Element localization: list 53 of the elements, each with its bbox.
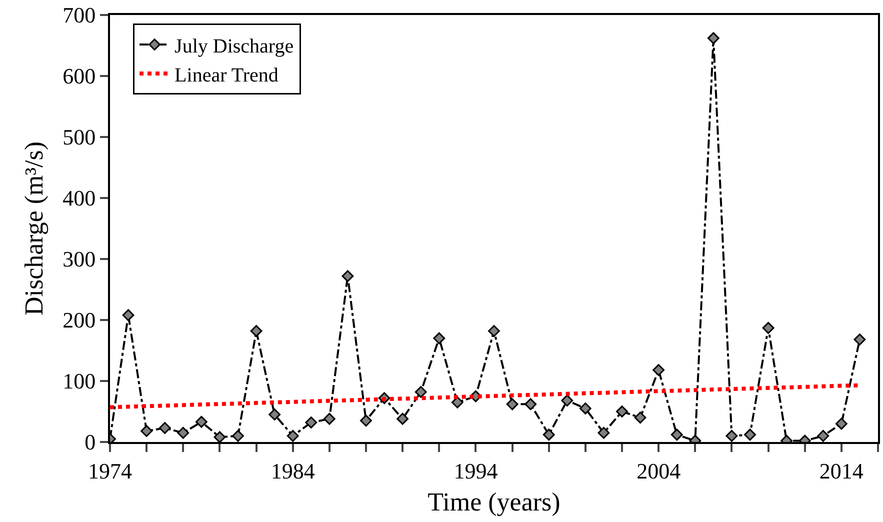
point — [195, 416, 208, 428]
point — [451, 396, 464, 408]
point — [396, 412, 409, 425]
point — [414, 386, 427, 398]
point — [158, 422, 171, 434]
y-tick-label: 600 — [62, 64, 96, 89]
point — [122, 309, 134, 322]
point — [817, 430, 830, 442]
point — [744, 428, 756, 441]
point — [598, 426, 610, 439]
point — [561, 394, 574, 406]
x-tick-label: 1994 — [454, 458, 498, 484]
y-tick-label: 700 — [62, 2, 96, 28]
x-axis-title: Time (years) — [428, 488, 560, 517]
y-tick-label: 100 — [62, 368, 96, 394]
y-tick-label: 500 — [62, 124, 96, 150]
x-tick-label: 1984 — [270, 458, 315, 484]
point — [140, 425, 153, 437]
point — [177, 426, 190, 439]
y-tick-label: 400 — [62, 186, 96, 211]
point — [342, 270, 354, 282]
x-tick-label: 2004 — [636, 458, 681, 484]
point — [214, 431, 226, 442]
point — [634, 412, 646, 424]
point — [652, 364, 665, 376]
point — [250, 325, 262, 337]
point — [854, 334, 866, 346]
point — [360, 414, 372, 427]
point — [305, 416, 318, 428]
point — [286, 430, 299, 442]
point — [670, 428, 683, 441]
point — [323, 412, 336, 425]
point — [707, 32, 720, 44]
point — [268, 408, 281, 420]
point — [762, 322, 774, 334]
point — [232, 430, 244, 442]
x-tick-label: 2014 — [819, 458, 864, 484]
point — [616, 406, 628, 418]
y-tick-label: 200 — [62, 308, 96, 333]
point — [579, 402, 592, 414]
point — [506, 398, 518, 410]
y-tick-label: 300 — [62, 246, 96, 272]
point — [524, 398, 537, 410]
point — [542, 428, 555, 441]
point — [488, 325, 500, 337]
y-tick-label: 0 — [84, 430, 96, 455]
y-axis-title: Discharge (m³/s) — [20, 141, 48, 316]
point — [433, 332, 446, 344]
point — [726, 430, 738, 442]
point — [835, 418, 848, 430]
x-tick-label: 1974 — [88, 458, 132, 484]
legend-label: July Discharge — [174, 35, 294, 58]
legend-label: Linear Trend — [174, 64, 278, 86]
